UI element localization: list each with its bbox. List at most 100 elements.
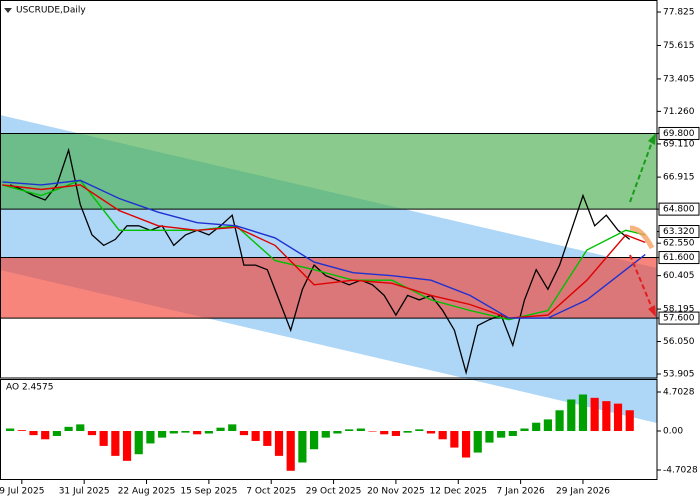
ao-bar: [426, 430, 436, 434]
ao-bar: [204, 430, 213, 434]
y-tick-label: 4.7028: [663, 388, 695, 398]
ao-bar: [41, 430, 50, 440]
ao-bar: [497, 430, 506, 438]
x-tick-label: 20 Nov 2025: [367, 487, 425, 497]
plot-layer: [2, 147, 646, 471]
y-tick-label: 60.405: [663, 271, 695, 281]
ao-bar: [567, 399, 576, 431]
down-arrow: [629, 254, 653, 309]
ao-bar: [590, 397, 599, 431]
y-tick-label: 71.260: [663, 107, 695, 117]
ao-bar: [99, 430, 108, 446]
ao-frame: [0, 379, 658, 480]
price-tag: [658, 251, 700, 265]
ao-bar: [158, 430, 167, 438]
ao-bar: [87, 430, 97, 436]
y-tick-label: 69.800: [663, 129, 695, 139]
menu-icon: [4, 8, 12, 13]
x-tick-label: 12 Dec 2025: [430, 487, 488, 497]
y-tick-label: -4.7028: [663, 465, 698, 475]
zone: [0, 133, 657, 210]
ao-bar: [111, 430, 120, 456]
ao-bar: [578, 394, 588, 431]
ao-bar: [309, 430, 319, 450]
ao-bar: [520, 428, 529, 431]
ao-bar: [391, 430, 401, 436]
ao-bar: [461, 430, 471, 458]
ao-bar: [193, 430, 202, 435]
ao-bar: [485, 430, 494, 443]
chart-title: USCRUDE,Daily: [16, 6, 86, 16]
ao-bar: [415, 429, 424, 431]
up-arrow: [629, 141, 653, 203]
ao-bar: [345, 429, 354, 431]
ao-bar: [333, 430, 342, 434]
ao-bar: [613, 403, 623, 431]
ao-bar: [169, 430, 178, 434]
ao-bar: [286, 430, 295, 471]
x-tick-label: 31 Jul 2025: [59, 487, 110, 497]
ao-bar: [532, 422, 541, 431]
y-tick-label: 58.195: [663, 305, 695, 315]
moving-average: [2, 179, 646, 319]
moving-average: [2, 184, 646, 319]
y-tick-label: 69.110: [663, 139, 695, 149]
x-tick-label: 29 Oct 2025: [306, 487, 362, 497]
ao-bar: [508, 430, 517, 436]
forecast-path: [629, 225, 655, 250]
ao-bar: [438, 430, 447, 440]
y-tick-label: 77.825: [663, 8, 695, 18]
x-tick-label: 9 Jul 2025: [0, 487, 44, 497]
ao-bar: [64, 426, 73, 431]
ao-bar: [181, 430, 190, 433]
ao-bar: [52, 430, 61, 436]
x-tick-label: 15 Sep 2025: [180, 487, 237, 497]
ao-bar: [473, 430, 482, 453]
ao-bar: [134, 430, 143, 455]
ao-bar: [321, 430, 330, 438]
ao-title: AO 2.4575: [6, 383, 53, 393]
ao-bar: [602, 401, 611, 431]
ao-bar: [450, 430, 459, 448]
ao-bar: [17, 430, 26, 431]
price-line: [9, 147, 631, 376]
ao-bar: [6, 428, 15, 431]
ao-bar: [228, 424, 237, 431]
y-tick-label: 66.915: [663, 173, 695, 183]
zones-layer: [0, 132, 657, 319]
forecast-layer: [629, 133, 656, 317]
main-frame: [0, 0, 658, 379]
up-arrowhead: [648, 133, 656, 145]
price-tag: [658, 311, 700, 325]
ao-bar: [29, 430, 38, 436]
price-tag: [658, 126, 700, 140]
y-tick-label: 0.00: [663, 426, 683, 436]
ao-bar: [298, 430, 307, 463]
x-tick-label: 7 Oct 2025: [246, 487, 296, 497]
ao-bar: [368, 430, 377, 432]
down-arrowhead: [648, 305, 656, 317]
ao-bar: [625, 410, 634, 431]
x-tick-label: 22 Aug 2025: [118, 487, 176, 497]
ao-bar: [274, 430, 284, 456]
ao-bar: [555, 410, 564, 431]
price-tag: [658, 225, 700, 239]
ao-bar: [263, 430, 272, 446]
y-tick-label: 56.050: [663, 337, 695, 347]
ao-bar: [122, 430, 132, 461]
moving-average: [2, 179, 646, 321]
y-tick-label: 63.320: [663, 227, 695, 237]
x-tick-label: 29 Jan 2026: [556, 487, 610, 497]
ao-bar: [76, 424, 85, 431]
price-tag: [658, 202, 700, 216]
y-tick-label: 57.600: [663, 314, 695, 324]
y-tick-label: 53.905: [663, 369, 695, 379]
ao-bar: [380, 430, 389, 435]
ao-bar: [543, 419, 552, 431]
ao-bar: [356, 428, 365, 431]
x-tick-label: 7 Jan 2026: [496, 487, 544, 497]
ao-bar: [403, 430, 412, 433]
ao-bar: [251, 430, 260, 441]
y-tick-label: 75.615: [663, 41, 695, 51]
